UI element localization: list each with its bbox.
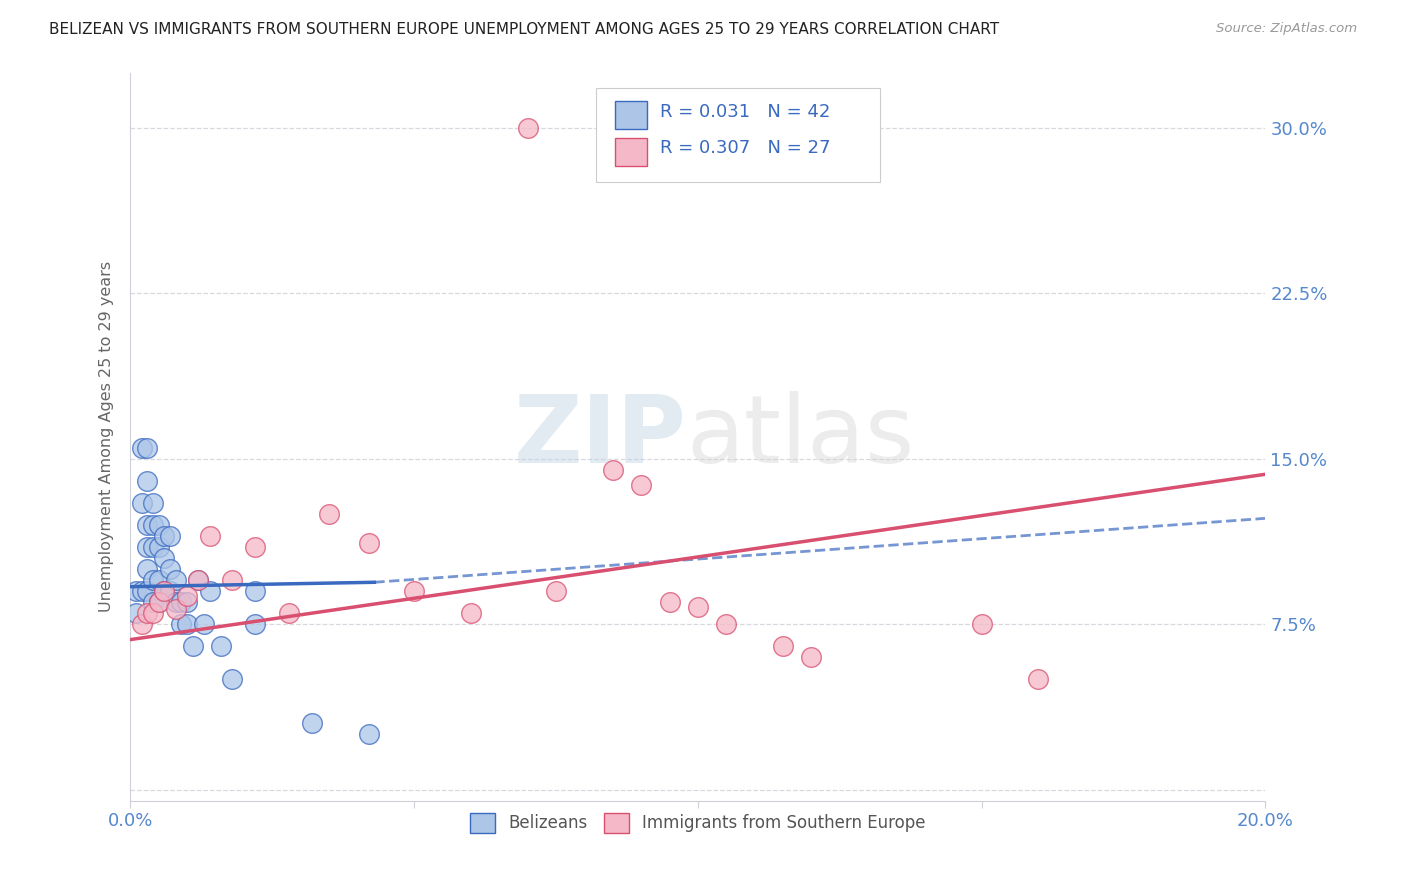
- Point: [170, 617, 193, 632]
- Point: [602, 463, 624, 477]
- Point: [176, 595, 198, 609]
- Point: [131, 441, 153, 455]
- Point: [357, 535, 380, 549]
- Point: [278, 606, 301, 620]
- Point: [136, 540, 159, 554]
- Point: [142, 606, 165, 620]
- Point: [245, 584, 267, 599]
- Point: [176, 589, 198, 603]
- Text: Source: ZipAtlas.com: Source: ZipAtlas.com: [1216, 22, 1357, 36]
- Text: R = 0.031   N = 42: R = 0.031 N = 42: [661, 103, 831, 120]
- Point: [142, 573, 165, 587]
- Point: [221, 573, 243, 587]
- Point: [357, 727, 380, 741]
- Point: [148, 573, 170, 587]
- Point: [318, 507, 340, 521]
- Point: [148, 518, 170, 533]
- Point: [630, 478, 652, 492]
- Point: [136, 474, 159, 488]
- Point: [170, 595, 193, 609]
- Point: [131, 584, 153, 599]
- Point: [716, 617, 738, 632]
- Point: [181, 639, 204, 653]
- Point: [153, 584, 176, 599]
- Point: [125, 584, 148, 599]
- Text: ZIP: ZIP: [513, 391, 686, 483]
- Point: [153, 529, 176, 543]
- Point: [142, 595, 165, 609]
- Point: [404, 584, 426, 599]
- Point: [221, 673, 243, 687]
- Point: [301, 716, 323, 731]
- Point: [245, 540, 267, 554]
- Point: [142, 540, 165, 554]
- Point: [136, 441, 159, 455]
- Point: [148, 595, 170, 609]
- Point: [516, 121, 538, 136]
- Point: [772, 639, 794, 653]
- Point: [153, 551, 176, 566]
- Legend: Belizeans, Immigrants from Southern Europe: Belizeans, Immigrants from Southern Euro…: [463, 805, 932, 839]
- Point: [460, 606, 482, 620]
- Point: [142, 518, 165, 533]
- Point: [658, 595, 681, 609]
- Point: [125, 606, 148, 620]
- FancyBboxPatch shape: [596, 87, 880, 182]
- Point: [544, 584, 567, 599]
- FancyBboxPatch shape: [614, 102, 647, 129]
- Point: [136, 606, 159, 620]
- Point: [686, 599, 709, 614]
- Point: [136, 584, 159, 599]
- Point: [142, 496, 165, 510]
- Text: atlas: atlas: [686, 391, 915, 483]
- Point: [153, 584, 176, 599]
- Point: [193, 617, 215, 632]
- Point: [165, 601, 187, 615]
- Point: [165, 573, 187, 587]
- Point: [136, 562, 159, 576]
- Point: [131, 496, 153, 510]
- Point: [159, 562, 181, 576]
- Point: [159, 584, 181, 599]
- Point: [131, 617, 153, 632]
- Point: [148, 540, 170, 554]
- Y-axis label: Unemployment Among Ages 25 to 29 years: Unemployment Among Ages 25 to 29 years: [100, 261, 114, 612]
- Point: [165, 595, 187, 609]
- Text: R = 0.307   N = 27: R = 0.307 N = 27: [661, 139, 831, 157]
- Point: [209, 639, 232, 653]
- Point: [970, 617, 993, 632]
- Point: [136, 518, 159, 533]
- Point: [148, 595, 170, 609]
- Point: [176, 617, 198, 632]
- Point: [159, 529, 181, 543]
- Point: [198, 529, 221, 543]
- FancyBboxPatch shape: [614, 138, 647, 166]
- Point: [1028, 673, 1050, 687]
- Point: [187, 573, 209, 587]
- Text: BELIZEAN VS IMMIGRANTS FROM SOUTHERN EUROPE UNEMPLOYMENT AMONG AGES 25 TO 29 YEA: BELIZEAN VS IMMIGRANTS FROM SOUTHERN EUR…: [49, 22, 1000, 37]
- Point: [187, 573, 209, 587]
- Point: [245, 617, 267, 632]
- Point: [800, 650, 823, 665]
- Point: [198, 584, 221, 599]
